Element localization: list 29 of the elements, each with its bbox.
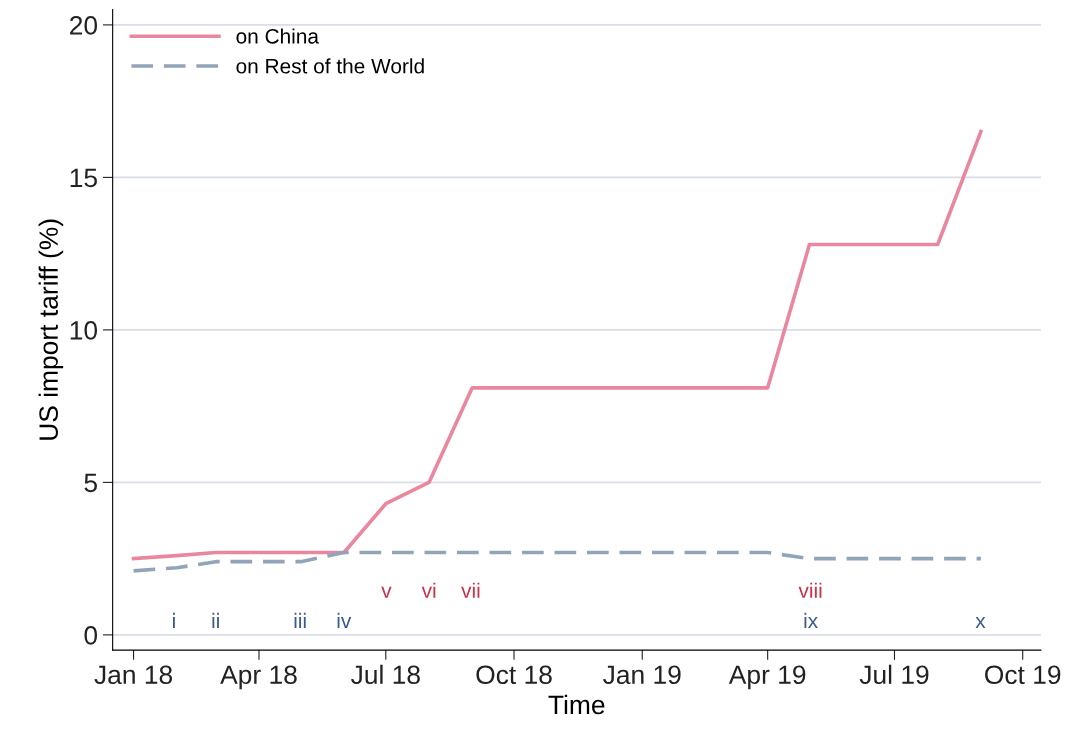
annotation: x xyxy=(975,616,986,628)
y-axis-title: US import tariff (%) xyxy=(38,219,64,440)
annotation: iii xyxy=(294,612,306,628)
y-tick-label: 10 xyxy=(70,321,98,340)
y-tick-label: 5 xyxy=(84,473,97,493)
x-tick-label: Jan 19 xyxy=(603,665,681,685)
annotation: v xyxy=(381,586,392,598)
annotation: i xyxy=(173,612,175,628)
legend-label: on Rest of the World xyxy=(236,58,424,74)
line-series xyxy=(131,550,983,573)
y-tick-label: 15 xyxy=(70,168,97,188)
line-series xyxy=(131,129,983,561)
y-tick-label: 0 xyxy=(84,626,98,645)
annotation: vii xyxy=(461,582,480,598)
annotation: ix xyxy=(804,612,818,628)
x-axis-title: Time xyxy=(548,694,605,715)
legend-label: on China xyxy=(236,28,319,44)
x-tick-label: Oct 19 xyxy=(985,665,1061,685)
annotation: vi xyxy=(421,582,436,598)
annotation: ii xyxy=(212,612,219,628)
x-tick-label: Oct 18 xyxy=(476,665,552,685)
y-tick-label: 20 xyxy=(70,16,98,35)
annotation: iv xyxy=(337,612,352,628)
x-tick-label: Jul 19 xyxy=(859,664,929,685)
x-tick-label: Apr 18 xyxy=(220,665,297,690)
x-tick-label: Jan 18 xyxy=(94,665,173,685)
annotation: viii xyxy=(798,582,822,598)
x-tick-label: Jul 18 xyxy=(351,664,420,685)
x-tick-label: Apr 19 xyxy=(728,665,806,690)
